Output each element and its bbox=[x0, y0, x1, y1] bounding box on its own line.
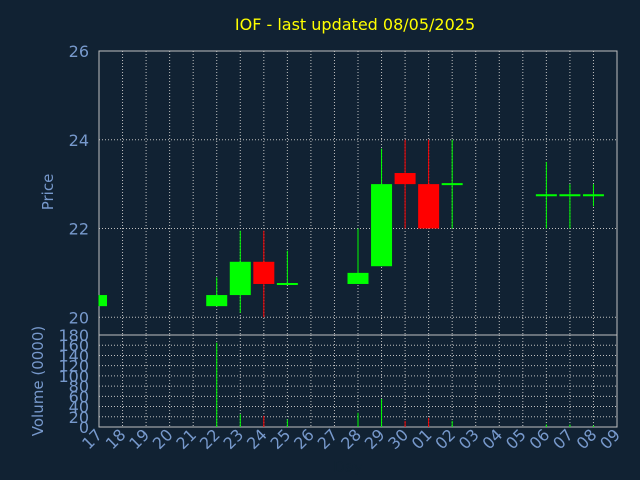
volume-tick-label: 20 bbox=[69, 408, 89, 427]
candle-body bbox=[418, 184, 440, 229]
price-tick-label: 24 bbox=[69, 131, 89, 150]
price-axis-label: Price bbox=[39, 174, 57, 211]
volume-tick-label: 120 bbox=[58, 357, 89, 376]
volume-tick-label: 80 bbox=[69, 377, 89, 396]
candle-body bbox=[394, 173, 416, 185]
volume-tick-label: 160 bbox=[58, 336, 89, 355]
price-tick-label: 26 bbox=[69, 42, 89, 61]
volume-tick-label: 40 bbox=[69, 398, 89, 417]
volume-tick-label: 60 bbox=[69, 387, 89, 406]
candle-body bbox=[347, 272, 369, 284]
chart-title: IOF - last updated 08/05/2025 bbox=[235, 15, 475, 34]
volume-panel: 0204060801001201401601801718192021222324… bbox=[58, 326, 624, 453]
day-tick-label: 09 bbox=[596, 425, 624, 453]
volume-tick-label: 100 bbox=[58, 367, 89, 386]
price-tick-label: 20 bbox=[69, 308, 89, 327]
candle-body bbox=[253, 261, 275, 284]
candle-body bbox=[371, 184, 393, 267]
day-axis-label: Day bbox=[333, 458, 363, 476]
price-panel: 20 22 24 26 bbox=[69, 42, 618, 336]
candle-body bbox=[99, 295, 107, 307]
candle-body bbox=[206, 295, 228, 307]
price-tick-label: 22 bbox=[69, 220, 89, 239]
volume-tick-label: 140 bbox=[58, 346, 89, 365]
candle-body bbox=[229, 261, 251, 296]
volume-tick-label: 180 bbox=[58, 326, 89, 345]
volume-axis-label: Volume (0000) bbox=[29, 326, 47, 436]
volume-tick-label: 0 bbox=[79, 418, 89, 437]
